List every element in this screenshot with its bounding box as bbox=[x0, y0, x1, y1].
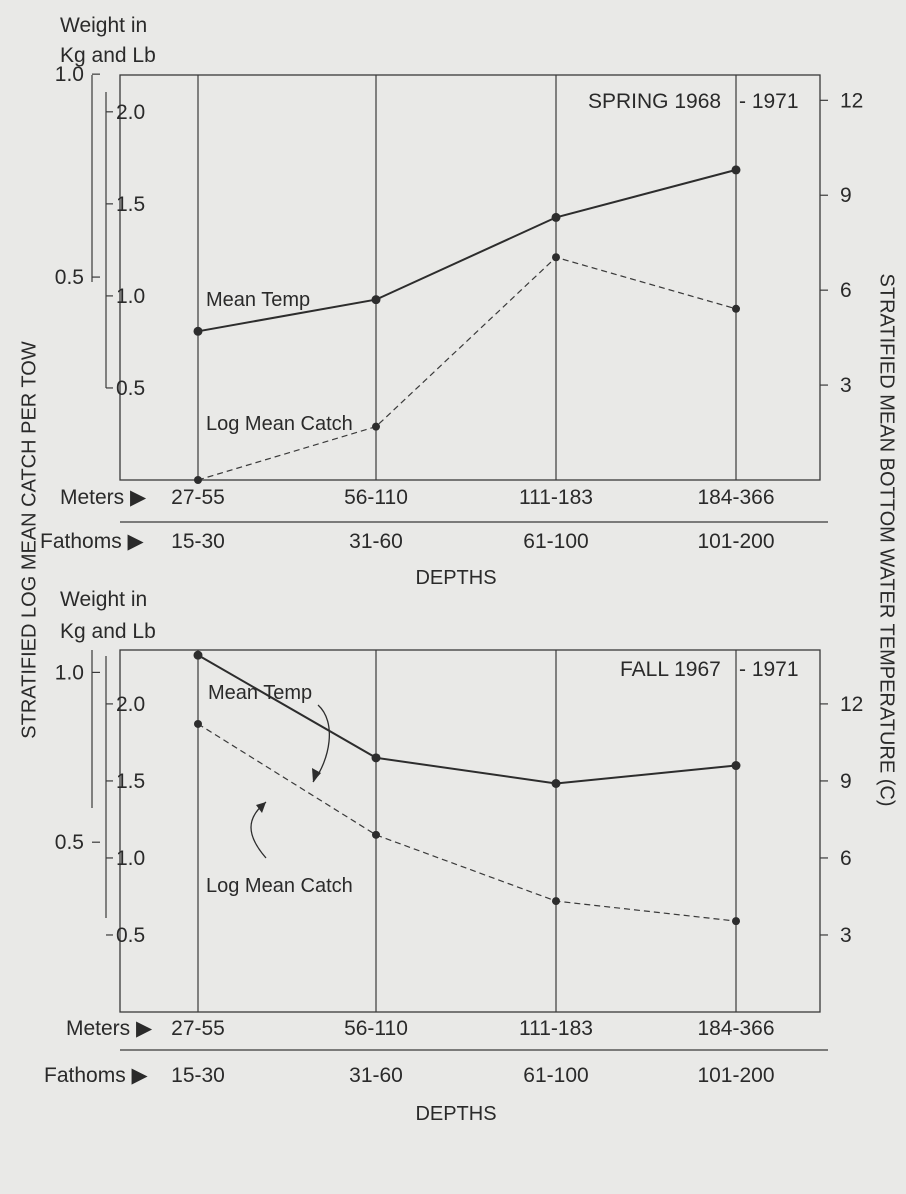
fall-catch-annotation-arrowhead bbox=[256, 802, 266, 813]
fall-lb-tick-label-3: 0.5 bbox=[116, 924, 145, 947]
spring-temp-point-1 bbox=[371, 295, 381, 305]
fall-temp-point-1 bbox=[371, 753, 381, 763]
spring-catch-point-2 bbox=[552, 253, 560, 262]
spring-temp-tick-label-3: 3 bbox=[840, 374, 852, 397]
fall-lb-tick-label-0: 2.0 bbox=[116, 693, 145, 716]
fall-catch-point-3 bbox=[732, 917, 740, 926]
fall-fathoms-tick-label-2: 61-100 bbox=[523, 1064, 588, 1087]
spring-temp-tick-label-1: 9 bbox=[840, 184, 852, 207]
spring-meters-tick-label-2: 111-183 bbox=[519, 486, 593, 509]
spring-temp-point-0 bbox=[193, 326, 203, 336]
spring-lb-tick-label-3: 0.5 bbox=[116, 377, 145, 400]
fall-fathoms-tick-label-1: 31-60 bbox=[349, 1064, 403, 1087]
fall-catch-point-2 bbox=[552, 897, 560, 906]
fall-fathoms-tick-label-3: 101-200 bbox=[697, 1064, 774, 1087]
spring-ticks: 1.0 0.5 2.0 1.5 1.0 0.5 12 9 6 3 bbox=[55, 63, 864, 400]
fall-temp-point-3 bbox=[731, 761, 741, 771]
spring-temp-tick-label-2: 6 bbox=[840, 279, 852, 302]
spring-meter-labels: 27-55 56-110 111-183 184-366 bbox=[171, 486, 774, 509]
fall-kg-tick-label-0: 1.0 bbox=[55, 661, 84, 684]
spring-title-left: SPRING 1968 bbox=[588, 90, 721, 113]
spring-fathom-labels: 15-30 31-60 61-100 101-200 bbox=[171, 530, 774, 553]
spring-plot-frame bbox=[119, 74, 821, 481]
fall-temp-line bbox=[197, 654, 737, 785]
spring-temp-annotation: Mean Temp bbox=[206, 289, 310, 311]
spring-temp-point-3 bbox=[731, 165, 741, 175]
fall-temp-annotation: Mean Temp bbox=[208, 682, 312, 704]
fall-meters-tick-label-1: 56-110 bbox=[344, 1017, 408, 1040]
fall-temp-annotation-arrowhead bbox=[312, 768, 321, 782]
spring-temp-line bbox=[197, 168, 737, 333]
fall-weight-label-line2: Kg and Lb bbox=[60, 620, 156, 643]
fall-gridlines bbox=[197, 650, 737, 1012]
fall-lb-tick-label-1: 1.5 bbox=[116, 770, 145, 793]
fall-panel: Weight in Kg and Lb 1.0 0.5 2.0 1.5 1.0 0.5 12… bbox=[44, 588, 863, 1125]
fall-meters-tick-label-2: 111-183 bbox=[519, 1017, 593, 1040]
fall-title-left: FALL 1967 bbox=[620, 658, 721, 681]
spring-catch-point-0 bbox=[194, 476, 202, 484]
fall-meters-tick-label-0: 27-55 bbox=[171, 1017, 225, 1040]
spring-fathoms-tick-label-3: 101-200 bbox=[697, 530, 774, 553]
fall-meters-tick-label-3: 184-366 bbox=[697, 1017, 774, 1040]
spring-points bbox=[193, 165, 741, 484]
spring-meters-label: Meters ▶ bbox=[60, 486, 147, 509]
spring-meters-tick-label-1: 56-110 bbox=[344, 486, 408, 509]
spring-lb-tick-label-2: 1.0 bbox=[116, 285, 145, 308]
fall-plot-frame bbox=[119, 649, 821, 1013]
spring-fathoms-tick-label-0: 15-30 bbox=[171, 530, 225, 553]
spring-depths-label: DEPTHS bbox=[415, 567, 496, 589]
fall-catch-annotation: Log Mean Catch bbox=[206, 875, 353, 897]
fall-ticks: 1.0 0.5 2.0 1.5 1.0 0.5 12 9 6 3 bbox=[55, 661, 864, 947]
spring-catch-point-1 bbox=[372, 422, 380, 431]
spring-lb-tick-label-0: 2.0 bbox=[116, 101, 145, 124]
fall-temp-point-0 bbox=[193, 650, 203, 660]
right-axis-title: STRATIFIED MEAN BOTTOM WATER TEMPERATURE… bbox=[876, 274, 898, 807]
spring-catch-line bbox=[197, 256, 737, 481]
fall-temp-tick-label-2: 6 bbox=[840, 847, 852, 870]
spring-panel: Weight in Kg and Lb 1.0 0.5 2.0 1.5 1.0 0.5 12… bbox=[40, 14, 863, 589]
spring-title-right: - 1971 bbox=[739, 90, 799, 113]
spring-meters-tick-label-3: 184-366 bbox=[697, 486, 774, 509]
spring-weight-label-line2: Kg and Lb bbox=[60, 44, 156, 67]
fall-temp-tick-label-1: 9 bbox=[840, 770, 852, 793]
fall-temp-tick-label-3: 3 bbox=[840, 924, 852, 947]
fall-temp-point-2 bbox=[551, 779, 561, 789]
fall-weight-label-line1: Weight in bbox=[60, 588, 147, 611]
spring-weight-label-line1: Weight in bbox=[60, 14, 147, 37]
left-axis-title: STRATIFIED LOG MEAN CATCH PER TOW bbox=[18, 341, 40, 739]
spring-meters-tick-label-0: 27-55 bbox=[171, 486, 225, 509]
spring-kg-tick-label-0: 1.0 bbox=[55, 63, 84, 86]
fall-meter-labels: 27-55 56-110 111-183 184-366 bbox=[171, 1017, 774, 1040]
spring-fathoms-label: Fathoms ▶ bbox=[40, 530, 145, 553]
spring-fathoms-tick-label-1: 31-60 bbox=[349, 530, 403, 553]
fall-catch-point-1 bbox=[372, 830, 380, 839]
spring-fathoms-tick-label-2: 61-100 bbox=[523, 530, 588, 553]
fall-catch-point-0 bbox=[194, 719, 202, 728]
fall-fathoms-tick-label-0: 15-30 bbox=[171, 1064, 225, 1087]
spring-temp-point-2 bbox=[551, 212, 561, 222]
fall-points bbox=[193, 650, 741, 926]
fall-lb-tick-label-2: 1.0 bbox=[116, 847, 145, 870]
fall-fathom-labels: 15-30 31-60 61-100 101-200 bbox=[171, 1064, 774, 1087]
fall-title-right: - 1971 bbox=[739, 658, 799, 681]
fall-catch-annotation-arrow bbox=[250, 801, 267, 859]
fall-meters-label: Meters ▶ bbox=[66, 1017, 153, 1040]
spring-lb-tick-label-1: 1.5 bbox=[116, 193, 145, 216]
fall-fathoms-label: Fathoms ▶ bbox=[44, 1064, 149, 1087]
spring-kg-tick-label-1: 0.5 bbox=[55, 266, 84, 289]
fall-temp-tick-label-0: 12 bbox=[840, 693, 863, 716]
spring-gridlines bbox=[197, 75, 737, 480]
fall-catch-line bbox=[197, 723, 737, 922]
fall-depths-label: DEPTHS bbox=[415, 1103, 496, 1125]
spring-catch-annotation: Log Mean Catch bbox=[206, 413, 353, 435]
spring-temp-tick-label-0: 12 bbox=[840, 89, 863, 112]
spring-catch-point-3 bbox=[732, 304, 740, 313]
fall-kg-tick-label-1: 0.5 bbox=[55, 831, 84, 854]
